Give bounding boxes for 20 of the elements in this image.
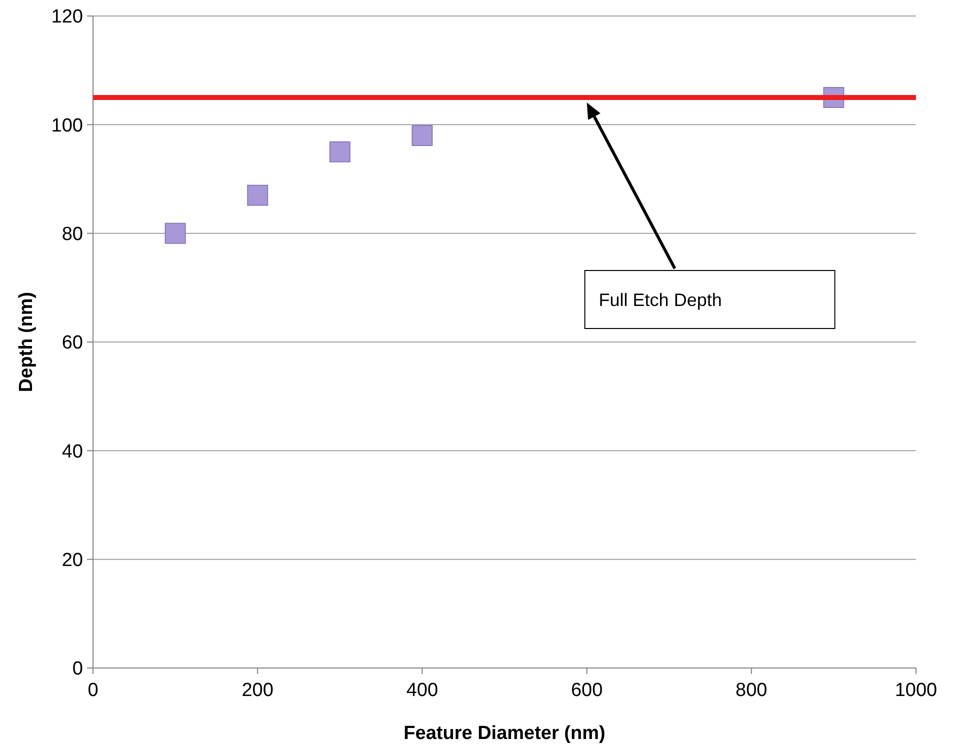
y-tick-label: 120	[51, 6, 83, 28]
x-tick-label: 200	[242, 680, 274, 701]
y-tick-label: 80	[62, 224, 83, 245]
y-axis-title: Depth (nm)	[16, 292, 37, 392]
x-tick-label: 400	[406, 680, 438, 701]
x-tick-label: 0	[88, 680, 98, 701]
point	[329, 141, 350, 162]
y-tick-label: 20	[62, 550, 83, 571]
x-tick-label: 800	[736, 680, 768, 701]
x-tick-label: 600	[570, 680, 603, 701]
y-tick-label: 100	[51, 115, 83, 136]
y-tick-label: 0	[72, 658, 83, 680]
point	[164, 222, 186, 244]
y-tick-label: 60	[62, 332, 83, 354]
point	[412, 125, 433, 146]
y-tick-label: 40	[62, 441, 83, 462]
x-tick-label: 1000	[894, 680, 938, 701]
annotation: Full Etch Depth	[598, 290, 722, 310]
point	[247, 184, 268, 206]
x-axis-title: Feature Diameter (nm)	[404, 723, 606, 744]
